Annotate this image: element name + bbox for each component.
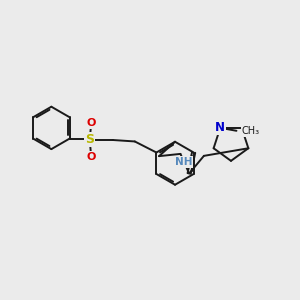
Text: NH: NH	[175, 157, 192, 167]
Text: O: O	[86, 152, 96, 162]
Text: O: O	[86, 118, 96, 128]
Text: S: S	[85, 134, 94, 146]
Text: CH₃: CH₃	[242, 126, 260, 136]
Text: N: N	[215, 121, 225, 134]
